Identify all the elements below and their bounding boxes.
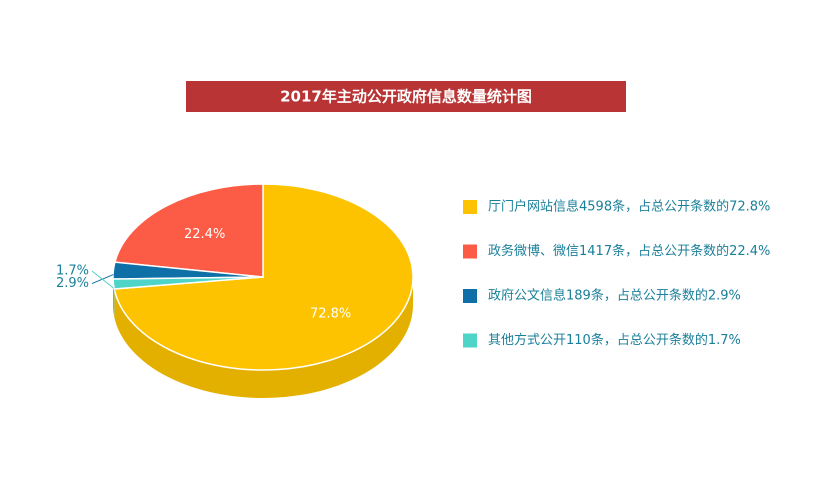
slice-top xyxy=(112,276,264,290)
legend-label: 政府公文信息189条，占总公开条数的2.9% xyxy=(488,288,741,304)
value-label: 2.9% xyxy=(56,276,89,291)
legend-swatch xyxy=(463,333,477,348)
slice xyxy=(113,183,264,278)
legend-swatch xyxy=(463,200,477,214)
legend-swatch xyxy=(463,244,477,259)
slice-top xyxy=(113,183,264,278)
leader-line xyxy=(91,270,114,289)
value-label: 22.4% xyxy=(184,227,225,242)
legend-label: 厅门户网站信息4598条，占总公开条数的72.8% xyxy=(488,199,770,215)
legend-label: 政务微博、微信1417条，占总公开条数的22.4% xyxy=(488,243,770,259)
slice-side xyxy=(114,277,414,398)
slice xyxy=(112,276,264,317)
value-label: 72.8% xyxy=(310,306,351,321)
legend-label: 其他方式公开110条，占总公开条数的1.7% xyxy=(488,332,741,348)
legend-swatch xyxy=(463,289,477,303)
title-bar xyxy=(186,81,626,112)
chart-title: 2017年主动公开政府信息数量统计图 xyxy=(280,88,532,106)
value-label: 1.7% xyxy=(56,264,89,279)
